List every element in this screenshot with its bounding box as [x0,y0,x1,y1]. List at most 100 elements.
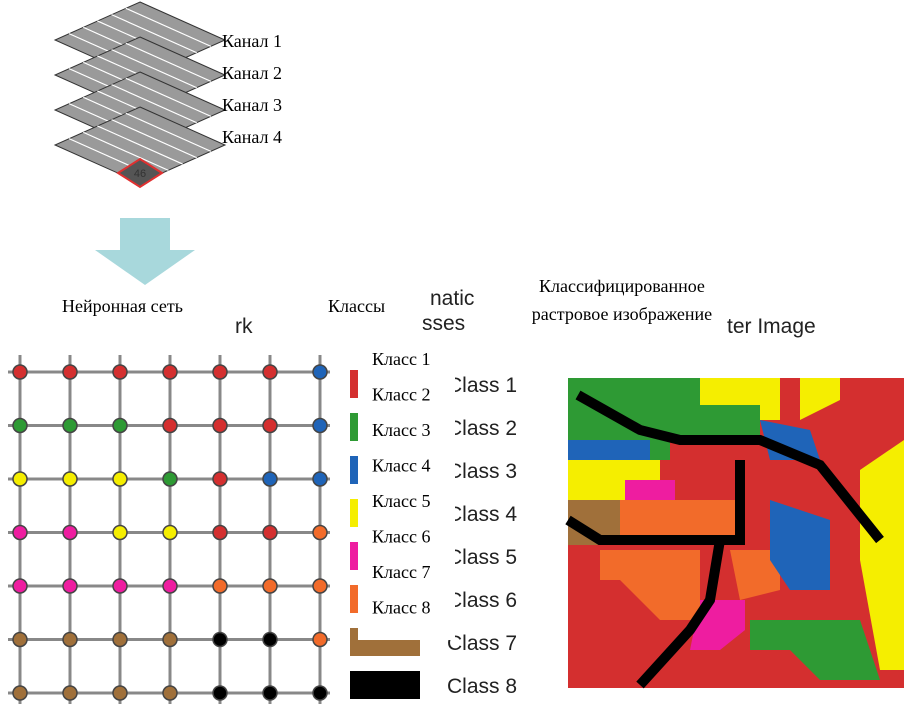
legend-label-original: Class 7 [447,632,517,655]
legend-label: Класс 2 [372,385,430,405]
node [162,631,178,648]
node [12,471,28,487]
node [312,524,328,541]
node [162,364,178,380]
legend-label-original: Class 3 [447,460,517,483]
legend-label-original: Class 8 [447,675,517,698]
layer-grid [111,119,197,159]
classes-title-original: natic [430,287,474,310]
node [12,524,28,541]
layer-grid [97,125,183,165]
node [162,524,178,541]
node [312,631,328,648]
node [212,631,228,648]
node [212,685,228,701]
legend-label: Класс 7 [372,562,430,582]
legend-label: Класс 8 [372,598,430,618]
node [312,364,328,380]
channel-label: Канал 1 [222,31,282,51]
region [770,500,830,590]
node [62,685,78,701]
node [212,524,228,541]
legend-label-original: Class 4 [447,503,517,526]
network-title-original: rk [235,315,253,338]
node [212,364,228,380]
region [625,480,675,500]
legend-label: Класс 4 [372,456,430,476]
channel-label: Канал 4 [222,127,282,147]
node [62,631,78,648]
region [700,378,780,420]
region [600,550,700,620]
node [12,631,28,648]
region [800,378,840,420]
node [312,578,328,594]
node [12,578,28,594]
node [262,631,278,648]
node [162,685,178,701]
node [162,471,178,487]
node [212,417,228,434]
legend-label-original: Class 6 [447,589,517,612]
classified-image [565,378,904,689]
node [112,417,128,434]
legend-label: Класс 3 [372,420,430,440]
layer-grid [125,112,212,152]
boundary [575,390,884,544]
node [112,364,128,380]
layer-grid [111,49,197,89]
node [12,685,28,701]
legend-label-original: Class 1 [447,374,517,397]
layer-grid [125,42,212,82]
image-title: растровое изображение [532,304,712,324]
node [62,364,78,380]
layer-grid [83,131,169,171]
region [750,620,880,680]
region [860,440,904,670]
arrow [95,218,195,285]
legend-swatch [350,671,420,699]
node [262,524,278,541]
node [262,364,278,380]
legend-label: Класс 1 [372,349,430,369]
classes-title: Классы [328,296,385,316]
node [212,471,228,487]
node [112,524,128,541]
channel-layers: 89753246 [53,1,227,189]
node [62,578,78,594]
region [620,500,740,545]
legend-label: Класс 6 [372,527,430,547]
node [312,417,328,434]
node [262,471,278,487]
network-title: Нейронная сеть [62,296,183,316]
node [112,578,128,594]
layer-value: 46 [134,168,146,180]
boundary [565,460,745,545]
node [162,578,178,594]
channel-label: Канал 3 [222,95,282,115]
node [262,685,278,701]
node [62,471,78,487]
neural-grid [8,355,330,704]
node [12,417,28,434]
node [312,471,328,487]
layer-grid [111,14,197,54]
node [12,364,28,380]
legend-label: Класс 5 [372,491,430,511]
boundary [636,539,725,689]
node [162,417,178,434]
region [568,440,650,460]
image-title: Классифицированное [539,276,705,296]
node [262,578,278,594]
node [112,631,128,648]
layer-cell [116,157,164,189]
node [262,417,278,434]
node [312,685,328,701]
layer-grid [111,84,197,124]
layer-grid [125,7,212,47]
label-cover [358,343,455,640]
classes-title-original: sses [422,312,465,335]
image-title-original: ter Image [727,315,816,338]
node [62,524,78,541]
